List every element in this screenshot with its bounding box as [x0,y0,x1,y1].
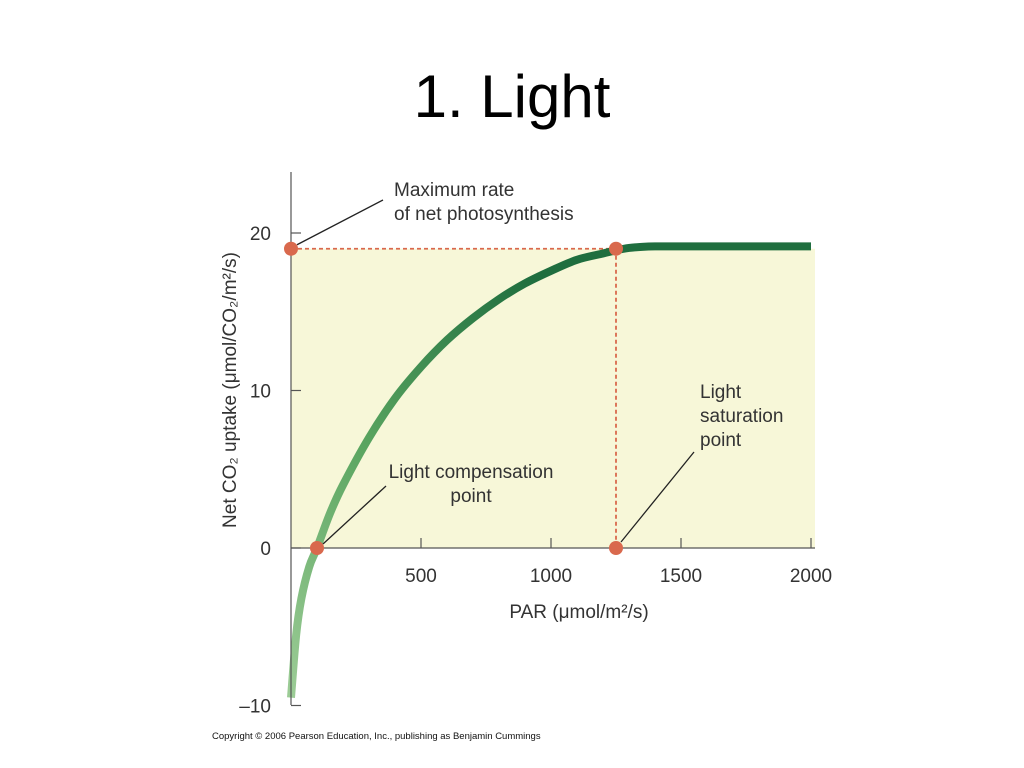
annotations: Maximum rate of net photosynthesis Light c… [389,180,784,507]
x-tick-label: 1000 [530,566,572,587]
annotation-text: Light compensation [389,462,554,483]
annotation-text: point [700,430,742,451]
y-tick-label: 20 [250,224,271,245]
marker-point [609,541,623,555]
axis-ticks: 500 1000 1500 2000 –10 0 10 20 [239,224,832,718]
y-axis-label: Net CO₂ uptake (μmol/CO₂/m²/s) [220,252,241,528]
x-tick-label: 1500 [660,566,702,587]
x-tick-label: 2000 [790,566,832,587]
marker-point [310,541,324,555]
reference-lines [291,247,617,548]
marker-point [609,241,623,256]
copyright-notice: Copyright © 2006 Pearson Education, Inc.… [212,731,541,742]
annotation-text: saturation [700,406,783,427]
annotation-leader [296,199,384,246]
y-tick-label: –10 [239,697,271,718]
y-tick-label: 0 [260,539,271,560]
annotation-leader [620,451,695,543]
plot-fill-area [291,248,815,548]
annotation-text: of net photosynthesis [394,204,574,225]
markers [284,241,623,555]
marker-point [284,241,298,256]
x-axis-label: PAR (μmol/m²/s) [509,602,648,623]
annotation-text: point [450,486,492,507]
annotation-leaders [296,199,695,545]
x-tick-label: 500 [405,566,437,587]
annotation-leader [322,485,387,545]
annotation-text: Maximum rate [394,180,514,201]
slide-title: 1. Light [413,63,611,130]
y-tick-label: 10 [250,382,271,403]
annotation-text: Light [700,382,742,403]
